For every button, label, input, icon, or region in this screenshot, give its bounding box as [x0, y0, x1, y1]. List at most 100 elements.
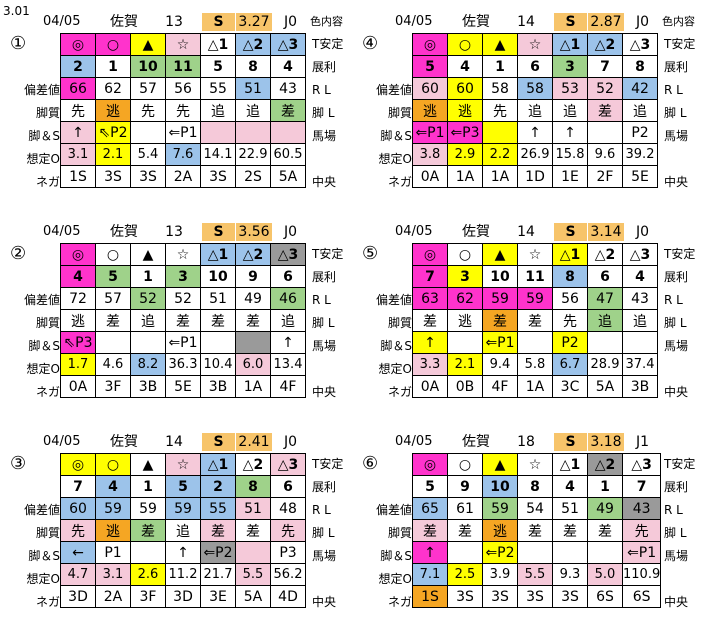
right-label: 中央	[664, 385, 689, 399]
table-cell: △1	[200, 33, 236, 56]
table-cell: 0A	[60, 375, 96, 398]
right-label: 中央	[312, 385, 337, 399]
right-label: 展利	[312, 60, 337, 74]
table-cell: 3S	[552, 585, 588, 608]
race-header: 04/05 佐賀 14 S 3.14 J0	[352, 220, 702, 243]
table-cell: 53	[552, 77, 588, 100]
table-cell: 2A	[95, 585, 131, 608]
table-cell: ⇐P1	[412, 121, 448, 144]
race-grade: S	[202, 433, 235, 451]
table-row: ← P1 ↑ ⇐P2 P3	[60, 541, 306, 564]
row-label: 脚＆S	[28, 549, 60, 563]
table-cell: △3	[621, 453, 662, 476]
table-cell: △2	[587, 453, 623, 476]
table-cell: 11.2	[165, 563, 201, 586]
row-label: 想定O	[378, 152, 412, 166]
right-label: 中央	[312, 595, 337, 609]
table-cell: 6	[587, 265, 623, 288]
table-cell: 7	[60, 475, 96, 498]
table-cell: 7	[621, 475, 662, 498]
table-cell: 46	[270, 287, 306, 310]
table-cell: 22.9	[235, 143, 271, 166]
table-cell: 10	[200, 265, 236, 288]
table-cell: 差	[412, 519, 448, 542]
table-cell: 1	[587, 475, 623, 498]
table-cell: 4	[447, 55, 483, 78]
right-label: 展利	[312, 270, 337, 284]
table-cell: 8	[552, 265, 588, 288]
race-runners: 13	[165, 14, 183, 30]
table-row: 72 57 52 52 51 49 46	[60, 287, 306, 310]
table-row: 60 60 58 58 53 52 42	[412, 77, 658, 100]
table-cell: △3	[270, 243, 306, 266]
table-cell: 4.7	[60, 563, 96, 586]
table-row: 0A 0B 4F 1A 3C 5A 3B	[412, 375, 658, 398]
table-cell: 4.6	[95, 353, 131, 376]
table-cell: 4	[552, 475, 588, 498]
table-cell: 差	[235, 309, 271, 332]
table-cell: 59	[130, 497, 166, 520]
table-cell: 9.3	[552, 563, 588, 586]
table-cell: 差	[412, 309, 448, 332]
table-cell: 2.6	[130, 563, 166, 586]
table-cell: 49	[235, 287, 271, 310]
race-score: 2.87	[588, 13, 624, 31]
table-cell: ◎	[60, 33, 96, 56]
right-label: 馬場	[664, 129, 689, 143]
table-cell: △2	[235, 453, 271, 476]
race-score: 3.18	[588, 433, 624, 451]
table-cell: 追	[622, 309, 658, 332]
corner-label: 3.01	[3, 4, 30, 18]
race-table: ◎ ○ ▲ ☆ △1 △2 △3 5 4 1 6 3 7 8 60 60 58 58 53 52 42 逃逃先追追差追 ⇐P…	[412, 33, 658, 188]
table-row: 逃逃先追追差追	[412, 99, 658, 122]
table-cell: ↑	[60, 121, 96, 144]
table-cell: 9	[235, 265, 271, 288]
table-cell: 59	[517, 287, 553, 310]
table-cell: ☆	[165, 453, 201, 476]
row-label: 脚＆S	[28, 129, 60, 143]
right-label: 馬場	[312, 549, 337, 563]
table-cell: △3	[622, 33, 658, 56]
table-row: 60 59 59 59 55 51 48	[60, 497, 306, 520]
table-cell: 52	[165, 287, 201, 310]
table-cell: 5.5	[235, 563, 271, 586]
table-cell: 追	[552, 99, 588, 122]
table-cell: 3	[447, 265, 483, 288]
table-cell: 3B	[622, 375, 658, 398]
table-cell: 1S	[60, 165, 96, 188]
table-cell: ▲	[130, 33, 166, 56]
table-cell	[482, 121, 518, 144]
table-cell: 先	[165, 99, 201, 122]
right-label: 脚 L	[312, 106, 335, 120]
race-venue: 佐賀	[110, 434, 138, 450]
table-cell: 差	[447, 519, 483, 542]
table-cell: ↑	[412, 541, 448, 564]
table-cell: 15.8	[552, 143, 588, 166]
table-cell: 3F	[95, 375, 131, 398]
race-code: J1	[635, 434, 650, 450]
table-row: 5 9 10 8 4 1 7	[412, 475, 662, 498]
table-cell: 58	[482, 77, 518, 100]
table-cell: 1.7	[60, 353, 96, 376]
table-cell: 55	[200, 497, 236, 520]
table-cell: 59	[95, 497, 131, 520]
table-row: 65 61 59 54 51 49 43	[412, 497, 662, 520]
race-date: 04/05	[43, 224, 81, 239]
table-cell: 43	[622, 287, 658, 310]
race-number: ③	[10, 453, 27, 474]
table-cell: ☆	[165, 243, 201, 266]
table-cell: ▲	[482, 243, 518, 266]
table-cell: 72	[60, 287, 96, 310]
table-cell: ○	[95, 243, 131, 266]
table-cell: ⇐P2	[482, 541, 518, 564]
table-cell: 3.8	[412, 143, 448, 166]
table-cell: 3S	[130, 165, 166, 188]
race-table: ◎ ○ ▲ ☆ △1 △2 △3 5 9 10 8 4 1 7 65 61 59 54 51 49 43 差差逃差差差先 ↑…	[412, 453, 662, 608]
table-cell	[587, 541, 623, 564]
table-cell: 1S	[412, 585, 448, 608]
row-label: ネガ	[387, 385, 412, 399]
right-label: R L	[312, 83, 331, 97]
table-cell: 差	[482, 309, 518, 332]
right-label: 脚 L	[312, 316, 335, 330]
